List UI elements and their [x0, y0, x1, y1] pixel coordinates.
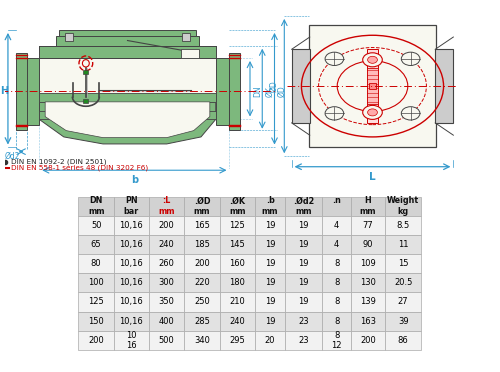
Circle shape — [402, 107, 420, 120]
Bar — [40, 67, 216, 93]
Circle shape — [325, 52, 344, 65]
Bar — [40, 110, 216, 119]
Bar — [435, 49, 454, 123]
Text: H: H — [0, 86, 8, 96]
Text: b: b — [132, 175, 138, 185]
Bar — [309, 25, 436, 147]
Circle shape — [362, 105, 382, 119]
Bar — [367, 49, 378, 123]
Bar — [84, 99, 88, 103]
Text: L: L — [369, 172, 376, 182]
Text: ØD: ØD — [278, 86, 287, 97]
Bar — [366, 68, 378, 104]
Text: ØK: ØK — [266, 86, 274, 97]
Polygon shape — [40, 102, 216, 144]
Circle shape — [362, 53, 382, 67]
Circle shape — [368, 109, 378, 116]
Bar — [16, 53, 26, 130]
Bar — [84, 70, 88, 74]
Bar — [26, 58, 40, 125]
Text: DN: DN — [254, 86, 262, 97]
Bar — [216, 58, 230, 125]
Polygon shape — [45, 102, 210, 138]
Bar — [40, 93, 216, 102]
Bar — [182, 33, 190, 41]
Circle shape — [325, 107, 344, 120]
Bar — [230, 53, 240, 130]
Text: DIN EN 558-1 series 48 (DIN 3202 F6): DIN EN 558-1 series 48 (DIN 3202 F6) — [11, 164, 148, 171]
Bar — [65, 33, 72, 41]
Circle shape — [368, 56, 378, 63]
Text: DIN EN 1092-2 (DIN 2501): DIN EN 1092-2 (DIN 2501) — [11, 159, 106, 166]
Bar — [292, 49, 310, 123]
Bar — [59, 30, 196, 36]
Bar — [368, 83, 376, 89]
Bar — [182, 49, 198, 58]
Text: Ød2: Ød2 — [5, 152, 20, 161]
Bar — [56, 36, 199, 46]
Bar — [40, 46, 216, 58]
Bar — [40, 58, 216, 102]
Circle shape — [402, 52, 420, 65]
Text: ØD: ØD — [270, 80, 278, 92]
